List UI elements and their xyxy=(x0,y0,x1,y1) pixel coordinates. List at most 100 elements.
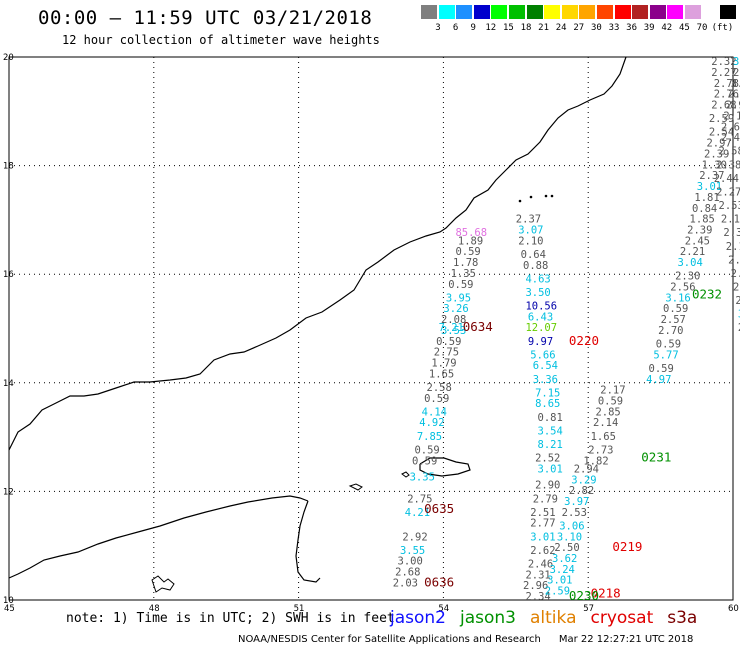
swh-value: 2.58 xyxy=(719,146,740,158)
legend-jason2: jason2 xyxy=(390,608,446,628)
swh-value: 10.56 xyxy=(525,300,557,312)
swh-value: 0.59 xyxy=(414,444,439,456)
satellite-legend: jason2 jason3 altika cryosat s3a xyxy=(390,608,711,628)
colorbar-swatch xyxy=(509,5,525,19)
swh-value: 2.34 xyxy=(525,591,550,603)
swh-value: 9.97 xyxy=(528,336,553,348)
pass-time-label: 0231 xyxy=(641,450,671,465)
swh-value: 0.84 xyxy=(692,203,717,215)
colorbar-label: 15 xyxy=(502,23,514,33)
swh-value: 8.65 xyxy=(535,398,560,410)
swh-value: 3.26 xyxy=(443,303,468,315)
colorbar-swatch xyxy=(649,5,666,19)
swh-value: 3.62 xyxy=(552,553,577,565)
swh-value: 3.01 xyxy=(697,181,722,193)
swh-value: 7.85 xyxy=(417,431,442,443)
y-tick-label: 10 xyxy=(3,596,14,606)
swh-value: 1.85 xyxy=(690,214,715,226)
legend-jason3: jason3 xyxy=(460,608,516,628)
colorbar-swatch xyxy=(579,5,596,19)
swh-value: 2.70 xyxy=(658,325,683,337)
colorbar-label: 27 xyxy=(573,23,585,33)
y-tick-label: 16 xyxy=(3,270,14,280)
swh-value: 2.54 xyxy=(709,127,734,139)
x-tick-label: 54 xyxy=(438,604,449,614)
swh-value: 1.79 xyxy=(431,358,456,370)
swh-value: 2.10 xyxy=(518,235,543,247)
pass-time-label: 0636 xyxy=(424,574,454,589)
colorbar-label: 6 xyxy=(452,23,459,33)
colorbar-label: 3 xyxy=(435,23,441,33)
swh-value: 2.75 xyxy=(407,493,432,505)
coastline-somalia xyxy=(8,495,309,579)
swh-value: 2.46 xyxy=(721,132,740,144)
swh-value: 0.59 xyxy=(455,246,480,258)
island-dot xyxy=(518,199,522,203)
swh-value: 2.65 xyxy=(721,121,740,133)
swh-value: 4.14 xyxy=(422,406,447,418)
swh-value: 2.93 xyxy=(728,89,740,101)
island-socotra xyxy=(419,457,471,477)
swh-value: 0.59 xyxy=(598,396,623,408)
colorbar-swatch xyxy=(702,5,719,19)
swh-value: 2.73 xyxy=(588,444,613,456)
colorbar-label: (ft) xyxy=(711,23,734,33)
swh-value: 3.06 xyxy=(559,520,584,532)
island-dot xyxy=(544,194,548,198)
swh-value: 2.43 xyxy=(733,67,740,79)
swh-value: 4.63 xyxy=(525,273,550,285)
legend-s3a: s3a xyxy=(667,608,698,628)
map-subtitle: 12 hour collection of altimeter wave hei… xyxy=(62,33,380,47)
swh-value: 0.81 xyxy=(538,412,563,424)
swh-value: 5.77 xyxy=(653,349,678,361)
colorbar-label: 12 xyxy=(485,23,497,33)
swh-value: 0.64 xyxy=(521,249,546,261)
x-tick-label: 45 xyxy=(4,604,15,614)
swh-value: 2.53 xyxy=(719,200,740,212)
swh-value: 1.81 xyxy=(694,192,719,204)
pass-time-label: 0219 xyxy=(612,539,642,554)
swh-value: 2.59 xyxy=(545,586,570,598)
x-tick-label: 48 xyxy=(149,604,160,614)
colorbar-swatch xyxy=(438,5,455,19)
swh-value: 2.39 xyxy=(704,148,729,160)
swh-value: 2.36 xyxy=(723,227,740,239)
note-text: note: 1) Time is in UTC; 2) SWH is in fe… xyxy=(66,611,395,626)
swh-value: 3.04 xyxy=(677,257,702,269)
swh-value: 6.54 xyxy=(533,360,558,372)
x-tick-label: 57 xyxy=(583,604,594,614)
pass-time-label: 0218 xyxy=(591,585,621,600)
swh-value: 3.07 xyxy=(518,224,543,236)
island-small xyxy=(348,483,363,491)
swh-value: 5.66 xyxy=(530,349,555,361)
colorbar-swatch xyxy=(526,5,543,19)
colorbar-swatch xyxy=(561,5,578,19)
colorbar-label: 21 xyxy=(538,23,550,33)
colorbar-label: 45 xyxy=(678,23,690,33)
swh-value: 3.50 xyxy=(525,287,550,299)
footer: NOAA/NESDIS Center for Satellite Applica… xyxy=(238,634,693,645)
swh-value: 3.53 xyxy=(441,325,466,337)
colorbar-swatch xyxy=(597,5,613,19)
swh-value: 2.79 xyxy=(533,493,558,505)
swh-value: 4.97 xyxy=(646,374,671,386)
x-tick-label: 51 xyxy=(294,604,305,614)
colorbar-swatch xyxy=(473,5,490,19)
colorbar-swatch xyxy=(491,5,508,19)
swh-value: 3.01 xyxy=(538,463,563,475)
colorbar-swatch xyxy=(421,5,437,19)
swh-value: 2.38 xyxy=(716,159,740,171)
colorbar-label: 33 xyxy=(608,23,620,33)
swh-value: 8.21 xyxy=(538,439,563,451)
swh-value: 7.21 xyxy=(439,322,464,334)
swh-value: 2.33 xyxy=(731,268,740,280)
swh-value: 1.78 xyxy=(453,257,478,269)
colorbar-swatch xyxy=(685,5,701,19)
swh-value: 0.59 xyxy=(663,303,688,315)
swh-value: 2.68 xyxy=(711,100,736,112)
swh-value: 3.01 xyxy=(733,56,740,68)
coastline-arabia xyxy=(8,56,627,451)
swh-value: 3.97 xyxy=(564,496,589,508)
swh-value: 3.08 xyxy=(738,309,740,321)
island-dot xyxy=(550,194,554,198)
